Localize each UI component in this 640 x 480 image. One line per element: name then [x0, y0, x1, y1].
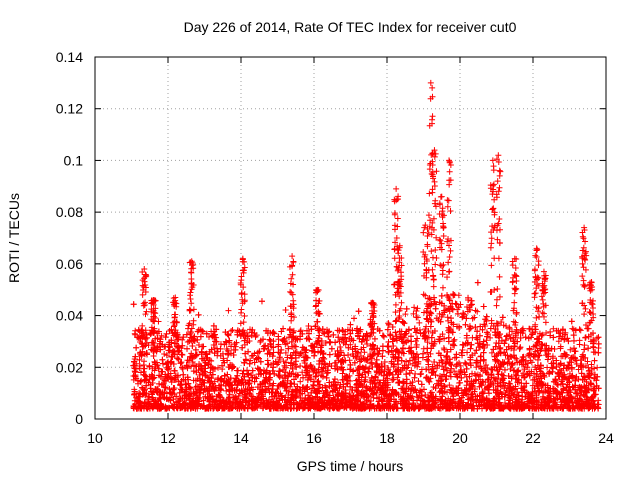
data-point [487, 334, 494, 341]
data-point [358, 374, 365, 381]
data-point [411, 304, 418, 311]
data-point [488, 349, 495, 356]
data-point [595, 397, 602, 404]
data-point [483, 337, 490, 344]
data-point [265, 346, 272, 353]
data-point [400, 319, 407, 326]
data-point [520, 370, 527, 377]
data-point [161, 350, 168, 357]
data-point [297, 363, 304, 370]
data-point [493, 320, 500, 327]
data-point [541, 374, 548, 381]
data-point [361, 349, 368, 356]
data-point [405, 361, 412, 368]
data-point [228, 327, 235, 334]
data-point [210, 341, 217, 348]
data-point [512, 354, 519, 361]
data-point [287, 352, 294, 359]
data-point [569, 325, 576, 332]
data-point [140, 362, 147, 369]
data-point [282, 349, 289, 356]
data-point [137, 369, 144, 376]
data-point [299, 369, 306, 376]
data-point [370, 394, 377, 401]
data-point [147, 331, 154, 338]
data-point [414, 305, 421, 312]
data-point [525, 352, 532, 359]
data-point [427, 296, 434, 303]
data-point [280, 336, 287, 343]
data-point [297, 327, 304, 334]
data-point [409, 360, 416, 367]
data-point [410, 310, 417, 317]
data-point [594, 364, 601, 371]
data-point [293, 348, 300, 355]
data-point [412, 370, 419, 377]
data-point [585, 364, 592, 371]
data-point [417, 371, 424, 378]
data-point [416, 319, 423, 326]
data-point [225, 307, 232, 314]
grid-lines [95, 57, 606, 419]
data-point [451, 336, 458, 343]
data-point [402, 311, 409, 318]
data-point [280, 358, 287, 365]
chart-title: Day 226 of 2014, Rate Of TEC Index for r… [184, 19, 517, 35]
data-point [451, 368, 458, 375]
data-point [151, 367, 158, 374]
data-point [446, 382, 453, 389]
data-point [310, 381, 317, 388]
data-point [451, 342, 458, 349]
data-point [464, 349, 471, 356]
data-point [544, 364, 551, 371]
data-points [130, 79, 602, 412]
data-point [567, 346, 574, 353]
data-point [257, 338, 264, 345]
data-point [550, 325, 557, 332]
data-point [297, 378, 304, 385]
